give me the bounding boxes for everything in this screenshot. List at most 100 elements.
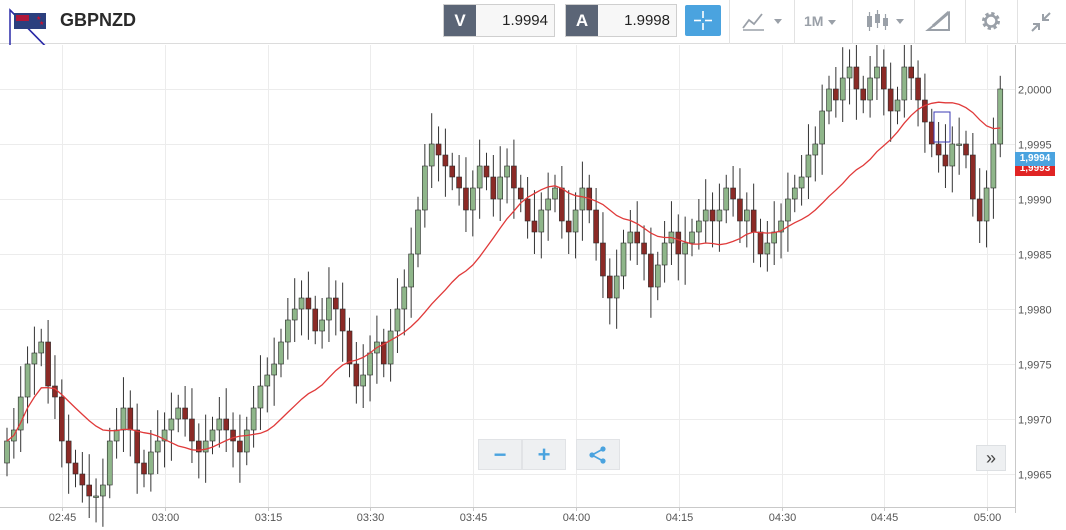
candle <box>216 397 223 448</box>
candle <box>846 49 853 105</box>
candle <box>517 174 524 213</box>
candle <box>435 126 442 182</box>
candle <box>935 122 942 173</box>
candle <box>243 416 250 466</box>
candle <box>72 449 79 488</box>
candle <box>257 355 264 430</box>
candle <box>552 174 558 213</box>
share-icon <box>589 446 606 464</box>
candle <box>709 192 716 248</box>
candle <box>730 166 736 217</box>
candle <box>17 366 24 452</box>
candle <box>250 386 257 448</box>
scroll-to-latest-button[interactable]: » <box>976 445 1006 471</box>
candle <box>168 392 175 461</box>
candle <box>305 271 312 340</box>
drawing-tools-button[interactable] <box>925 6 955 36</box>
candle <box>860 75 867 114</box>
candle <box>415 196 421 268</box>
crosshair-icon <box>694 11 712 30</box>
candlestick-icon <box>867 10 904 31</box>
candle <box>449 152 456 191</box>
candle <box>627 210 634 261</box>
toolbar: ★ ★ GBPNZD V 1.9994 A 1.9998 1M <box>0 0 1066 60</box>
candle <box>237 414 243 483</box>
candle <box>86 454 92 518</box>
collapse-arrows-icon <box>1031 12 1051 32</box>
candle <box>572 192 579 259</box>
y-tick-label: 1,9985 <box>1018 250 1052 262</box>
candle <box>476 139 483 219</box>
candle <box>278 328 284 378</box>
candle <box>442 128 449 197</box>
candle <box>764 221 771 272</box>
candle <box>360 344 367 408</box>
candle <box>716 183 723 252</box>
candle <box>38 328 45 367</box>
candle <box>600 212 606 298</box>
settings-button[interactable] <box>977 6 1005 36</box>
price-axis: 1,9965 1,9970 1,9975 1,9980 1,9985 1,9990 1,99… <box>1018 85 1052 482</box>
candle <box>93 478 99 523</box>
candle <box>983 170 990 248</box>
x-tick-label: 03:00 <box>152 512 180 524</box>
candle <box>538 192 545 259</box>
candle <box>511 139 517 219</box>
y-tick-label: 2,0000 <box>1018 85 1052 97</box>
candle <box>106 427 113 499</box>
candle <box>915 60 921 127</box>
buy-price: 1.9998 <box>624 12 670 29</box>
candle <box>65 414 72 494</box>
candle <box>326 267 332 342</box>
candle <box>148 430 154 492</box>
candle <box>901 45 908 118</box>
timeframe-dropdown[interactable]: 1M <box>804 6 850 36</box>
y-tick-label: 1,9990 <box>1018 195 1052 207</box>
candle <box>641 225 647 281</box>
timeframe-label: 1M <box>804 13 824 29</box>
candle <box>264 357 271 413</box>
candle <box>839 47 846 122</box>
x-tick-label: 04:00 <box>563 512 591 524</box>
candle <box>339 282 346 362</box>
chart-type-button[interactable] <box>862 6 908 36</box>
candle <box>387 309 394 382</box>
selected-candle-marker <box>933 111 951 143</box>
candle <box>469 170 476 237</box>
candle <box>463 157 469 232</box>
candle <box>456 155 462 206</box>
candle <box>949 126 956 193</box>
buy-price-box[interactable]: A 1.9998 <box>565 4 677 37</box>
candle <box>833 67 839 118</box>
candle <box>922 73 928 153</box>
sell-price: 1.9994 <box>502 12 548 29</box>
zoom-in-button[interactable]: + <box>522 439 566 470</box>
candle <box>853 45 860 120</box>
x-tick-label: 05:00 <box>974 512 1002 524</box>
candle <box>956 117 962 175</box>
chart-indicator-button[interactable] <box>740 6 786 36</box>
sell-price-box[interactable]: V 1.9994 <box>443 4 555 37</box>
collapse-button[interactable] <box>1027 6 1055 36</box>
candle <box>154 410 161 474</box>
candle <box>874 45 880 100</box>
price-chart[interactable]: 1,9965 1,9970 1,9975 1,9980 1,9985 1,9990 1,99… <box>0 45 1066 530</box>
candle <box>894 86 901 125</box>
candle <box>271 337 277 406</box>
candle <box>223 388 229 452</box>
candle <box>606 258 613 325</box>
zoom-out-button[interactable]: − <box>478 439 522 470</box>
candle <box>209 416 216 455</box>
candle <box>682 216 688 285</box>
candle <box>696 199 702 250</box>
candle <box>483 152 490 191</box>
crosshair-button[interactable] <box>685 5 721 36</box>
x-tick-label: 03:30 <box>357 512 385 524</box>
instrument-symbol[interactable]: GBPNZD <box>60 10 136 30</box>
candle <box>620 229 627 290</box>
candle <box>805 124 812 199</box>
candle <box>743 192 750 248</box>
share-button[interactable] <box>576 439 620 470</box>
candle <box>654 251 661 301</box>
candle <box>79 452 86 503</box>
